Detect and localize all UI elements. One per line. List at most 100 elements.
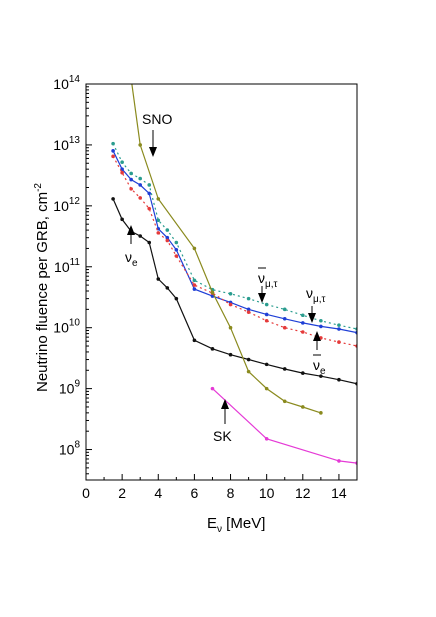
data-point-nu_mu_tau	[156, 218, 161, 223]
y-tick-label: 1014	[53, 74, 80, 92]
data-point-nu_mu_tau	[282, 307, 287, 312]
data-point-nu_bar_e	[264, 318, 269, 323]
data-point-sno	[282, 399, 287, 404]
series-line-nu_mu_tau	[112, 143, 357, 330]
x-tick-label: 0	[82, 485, 90, 501]
sk-annotation: SK	[213, 399, 232, 444]
data-point-nu_mu_tau	[138, 176, 142, 181]
y-tick-label: 1012	[53, 196, 80, 214]
series-line-nu_e	[112, 198, 357, 385]
data-point-nu_e	[246, 357, 251, 362]
data-point-nu_bar_mu_tau	[165, 235, 170, 240]
data-point-nu_bar_e	[138, 196, 142, 200]
data-point-nu_bar_mu_tau	[264, 312, 269, 317]
data-point-nu_bar_e	[228, 302, 233, 307]
data-point-nu_e	[337, 377, 341, 382]
data-point-sno	[192, 246, 197, 251]
data-point-nu_bar_mu_tau	[129, 177, 133, 182]
data-point-nu_e	[156, 277, 161, 281]
data-point-nu_e	[147, 240, 152, 245]
data-point-nu_bar_mu_tau	[246, 307, 251, 312]
y-tick-label: 1010	[53, 318, 80, 336]
y-tick-label: 109	[59, 379, 81, 397]
data-point-nu_bar_mu_tau	[282, 316, 287, 321]
x-tick-label: 2	[118, 485, 126, 501]
nu-e-annotation: νe	[125, 225, 138, 269]
data-point-nu_mu_tau	[192, 278, 197, 283]
data-point-nu_mu_tau	[301, 313, 305, 318]
nu-bar-e-label: νe	[313, 357, 326, 377]
data-point-nu_bar_mu_tau	[337, 327, 341, 331]
data-point-nu_bar_e	[301, 330, 305, 334]
data-point-sno	[228, 325, 233, 330]
data-point-nu_bar_mu_tau	[174, 247, 179, 252]
data-point-nu_e	[210, 347, 215, 351]
x-tick-label: 6	[191, 485, 199, 501]
sno-annotation: SNO	[142, 111, 172, 157]
data-point-nu_bar_mu_tau	[192, 287, 197, 291]
data-point-nu_bar_e	[120, 170, 124, 175]
series-line-sk	[212, 388, 357, 464]
data-point-sno	[246, 369, 251, 374]
data-point-nu_bar_e	[129, 187, 133, 191]
data-point-nu_e	[301, 371, 305, 375]
data-point-nu_bar_mu_tau	[147, 191, 152, 196]
x-tick-label: 4	[154, 485, 162, 501]
data-point-nu_bar_e	[246, 310, 251, 314]
x-tick-label: 14	[331, 485, 347, 501]
nu-bar-mu-tau-label: νμ,τ	[258, 270, 278, 290]
data-point-sno	[129, 77, 133, 81]
data-point-nu_e	[120, 217, 124, 222]
series-group	[111, 77, 357, 465]
data-point-nu_mu_tau	[319, 318, 323, 323]
x-tick-label: 10	[259, 485, 275, 501]
data-point-sno	[319, 411, 323, 415]
data-point-nu_mu_tau	[147, 183, 152, 187]
data-point-nu_bar_e	[192, 283, 197, 287]
data-point-nu_e	[111, 197, 115, 201]
x-tick-label: 12	[295, 485, 311, 501]
data-point-nu_bar_mu_tau	[111, 149, 115, 153]
data-point-nu_bar_e	[147, 206, 152, 211]
data-point-nu_bar_mu_tau	[301, 321, 305, 325]
data-point-sno	[138, 143, 142, 147]
nu-bar-mu-tau-annotation: νμ,τ	[258, 267, 278, 303]
data-point-nu_bar_e	[282, 325, 287, 330]
data-point-nu_bar_mu_tau	[319, 324, 323, 329]
sk-label: SK	[213, 428, 232, 444]
series-layer	[111, 77, 357, 465]
data-point-nu_mu_tau	[174, 240, 179, 245]
data-point-nu_e	[228, 352, 233, 357]
data-point-nu_mu_tau	[337, 323, 341, 327]
data-point-nu_bar_e	[156, 231, 161, 235]
data-point-nu_mu_tau	[264, 302, 269, 307]
x-axis-title: Eν [MeV]	[207, 515, 265, 535]
data-point-sk	[337, 459, 341, 463]
data-point-nu_e	[282, 367, 287, 371]
y-axis-title: Neutrino fluence per GRB, cm-2	[33, 183, 51, 392]
y-tick-label: 1013	[53, 135, 80, 153]
data-point-nu_e	[192, 338, 197, 343]
data-point-nu_mu_tau	[228, 292, 233, 296]
data-point-sno	[301, 405, 305, 409]
data-point-nu_mu_tau	[246, 296, 251, 301]
data-point-nu_e	[165, 286, 170, 290]
data-point-nu_bar_e	[111, 154, 115, 159]
data-point-nu_e	[319, 374, 323, 378]
data-point-nu_bar_e	[174, 254, 179, 258]
data-point-sno	[264, 386, 269, 391]
series-line-sno	[131, 84, 322, 414]
data-point-sno	[210, 290, 215, 295]
data-point-nu_bar_e	[165, 238, 170, 243]
x-tick-label: 8	[227, 485, 235, 501]
data-point-nu_bar_mu_tau	[138, 183, 142, 187]
data-point-nu_bar_e	[337, 340, 341, 344]
data-point-nu_e	[264, 362, 269, 367]
data-point-nu_e	[138, 234, 142, 238]
data-point-sk	[264, 437, 269, 441]
y-tick-label: 1011	[54, 257, 80, 275]
nu-mu-tau-label: νμ,τ	[306, 285, 326, 305]
data-point-nu_mu_tau	[165, 228, 170, 232]
